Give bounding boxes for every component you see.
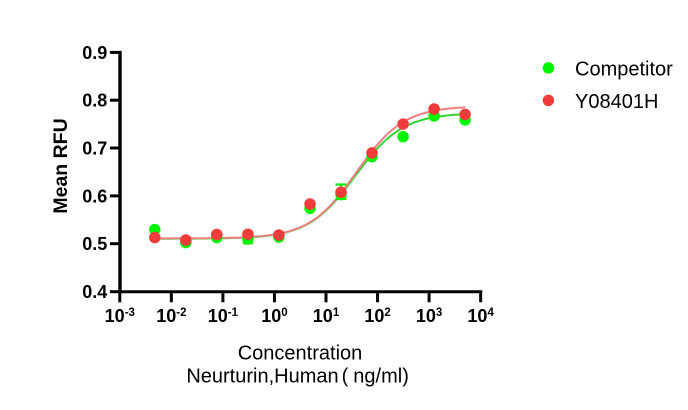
svg-text:103: 103 (416, 306, 442, 326)
svg-text:0.4: 0.4 (82, 282, 107, 302)
svg-text:102: 102 (364, 306, 390, 326)
svg-text:0.6: 0.6 (82, 186, 107, 206)
svg-text:100: 100 (261, 306, 287, 326)
svg-text:Y08401H: Y08401H (575, 91, 658, 113)
svg-text:Competitor: Competitor (575, 58, 673, 80)
svg-text:0.5: 0.5 (82, 234, 107, 254)
svg-text:0.7: 0.7 (82, 139, 107, 159)
svg-text:Neurturin,Human(ng/ml): Neurturin,Human(ng/ml) (186, 366, 409, 388)
svg-text:0.8: 0.8 (82, 91, 107, 111)
svg-text:Concentration: Concentration (238, 342, 363, 364)
svg-text:Mean RFU: Mean RFU (50, 118, 72, 213)
svg-text:0.9: 0.9 (82, 43, 107, 63)
